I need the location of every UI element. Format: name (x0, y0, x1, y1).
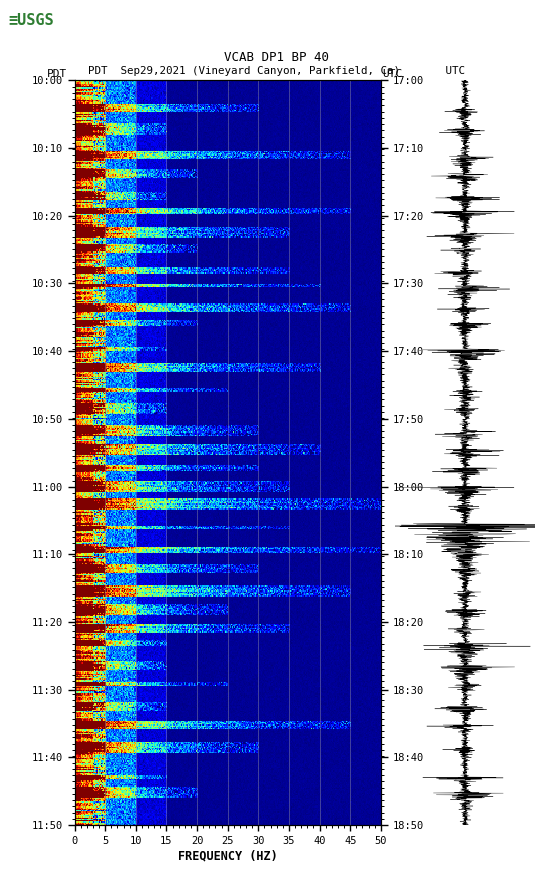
Text: UTC: UTC (382, 69, 402, 78)
X-axis label: FREQUENCY (HZ): FREQUENCY (HZ) (178, 850, 278, 863)
Text: ≡USGS: ≡USGS (8, 13, 54, 29)
Text: PDT  Sep29,2021 (Vineyard Canyon, Parkfield, Ca)       UTC: PDT Sep29,2021 (Vineyard Canyon, Parkfie… (88, 66, 464, 76)
Text: VCAB DP1 BP 40: VCAB DP1 BP 40 (224, 51, 328, 64)
Text: PDT: PDT (47, 69, 67, 78)
